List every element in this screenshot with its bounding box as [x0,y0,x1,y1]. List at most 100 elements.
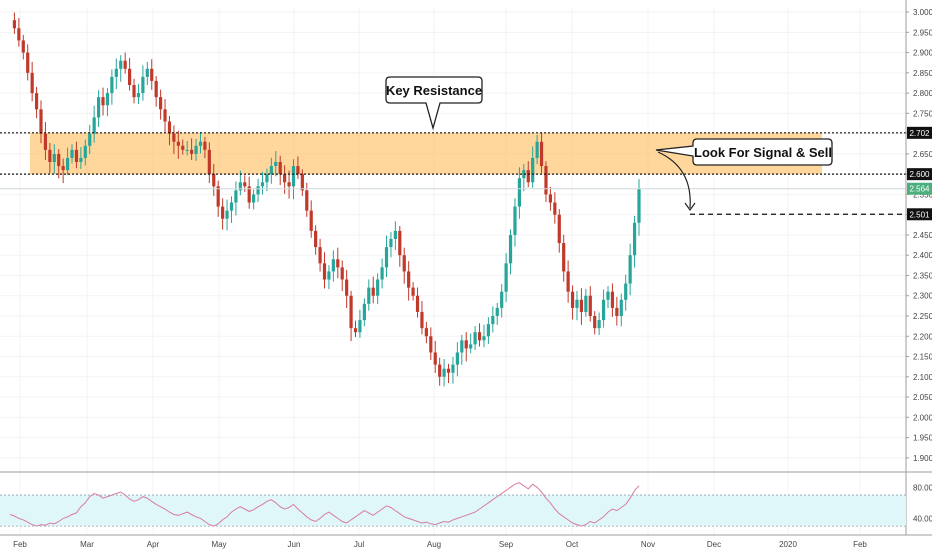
candle [110,69,114,105]
candle [535,134,539,165]
candle [336,247,340,279]
candle [145,61,149,86]
time-tick-label: Feb [853,540,867,549]
candle [362,298,366,327]
candle [632,215,637,268]
candle [163,99,167,133]
candle [398,226,402,267]
candle [34,86,39,119]
candle [318,238,322,272]
candle [531,146,535,188]
candle [446,363,451,384]
candle [415,287,420,318]
price-tick-label: 1.900 [913,454,932,463]
candle [260,171,265,195]
candle [17,17,21,47]
candle [345,269,349,309]
candle [331,250,335,282]
price-tick-label: 3.000 [913,8,932,17]
candle [234,181,238,216]
candle [322,252,327,289]
level-tag [907,182,932,195]
candle [127,57,132,91]
time-tick-label: 2020 [779,540,797,549]
price-tick-label: 2.800 [913,89,932,98]
candle [274,151,278,177]
key-resistance-callout[interactable]: Key Resistance [385,76,483,131]
candle [486,317,490,344]
candle [172,125,176,155]
rsi-pane: 80.00 40.00 [0,471,932,527]
candle [384,235,389,277]
price-tick-label: 2.300 [913,292,932,301]
time-tick-label: Apr [147,540,160,549]
candle [495,303,499,325]
candle [420,301,424,335]
time-axis[interactable]: Feb Mar Apr May Jun Jul Aug Sep Oct Nov Dec 2020 Feb [0,534,932,549]
price-tick-label: 2.050 [913,393,932,402]
candle [190,138,194,161]
candle [548,186,553,211]
candle [101,87,105,116]
projection-arrow [657,151,696,212]
price-tick-label: 1.950 [913,434,932,443]
candle [52,144,56,174]
rsi-line [9,482,640,527]
candle [473,325,477,350]
candle [309,200,313,238]
candle [460,334,464,365]
price-tick-label: 2.250 [913,312,932,321]
candle [269,157,273,184]
candle [553,192,557,224]
candle [628,243,632,296]
candle [39,100,43,144]
time-tick-label: Aug [427,540,441,549]
candle [212,163,216,196]
candle [114,58,118,90]
price-tick-label: 2.900 [913,49,932,58]
level-tag-text: 2.501 [909,210,930,219]
candle [562,234,566,282]
price-tick-label: 2.400 [913,251,932,260]
time-tick-label: Jun [288,540,301,549]
candle [159,89,163,120]
candle [402,247,406,284]
candle [65,147,70,175]
candle [433,340,437,373]
level-tag [907,168,932,181]
candle [154,76,158,107]
candle [477,323,482,347]
level-tag-text: 2.600 [909,170,930,179]
price-level-tags: 2.702 2.600 2.564 2.501 [907,126,932,221]
candle [584,288,588,317]
time-tick-label: May [211,540,226,549]
candle [167,115,172,146]
candle [482,324,486,348]
candle [287,170,291,199]
candle [358,309,362,338]
candle [96,90,101,128]
candle [296,156,300,180]
candle [221,198,225,230]
candle [597,312,601,336]
price-tick-label: 2.850 [913,69,932,78]
candle [349,290,353,342]
candle [411,282,415,301]
candle [136,84,141,105]
candle [606,286,610,309]
price-axis[interactable]: 3.0002.9502.9002.8502.8002.7502.7002.650… [905,0,932,535]
candle [198,132,203,154]
candle [70,144,74,164]
key-resistance-label: Key Resistance [386,83,482,98]
candle [588,286,592,322]
candle [429,327,433,361]
time-tick-label: Sep [499,540,514,549]
candle [21,34,25,60]
candle [601,289,606,328]
candle [30,61,34,102]
candle [252,189,256,210]
signal-callout[interactable]: Look For Signal & Sell [655,138,833,166]
candle [61,158,65,184]
candle [74,141,79,169]
